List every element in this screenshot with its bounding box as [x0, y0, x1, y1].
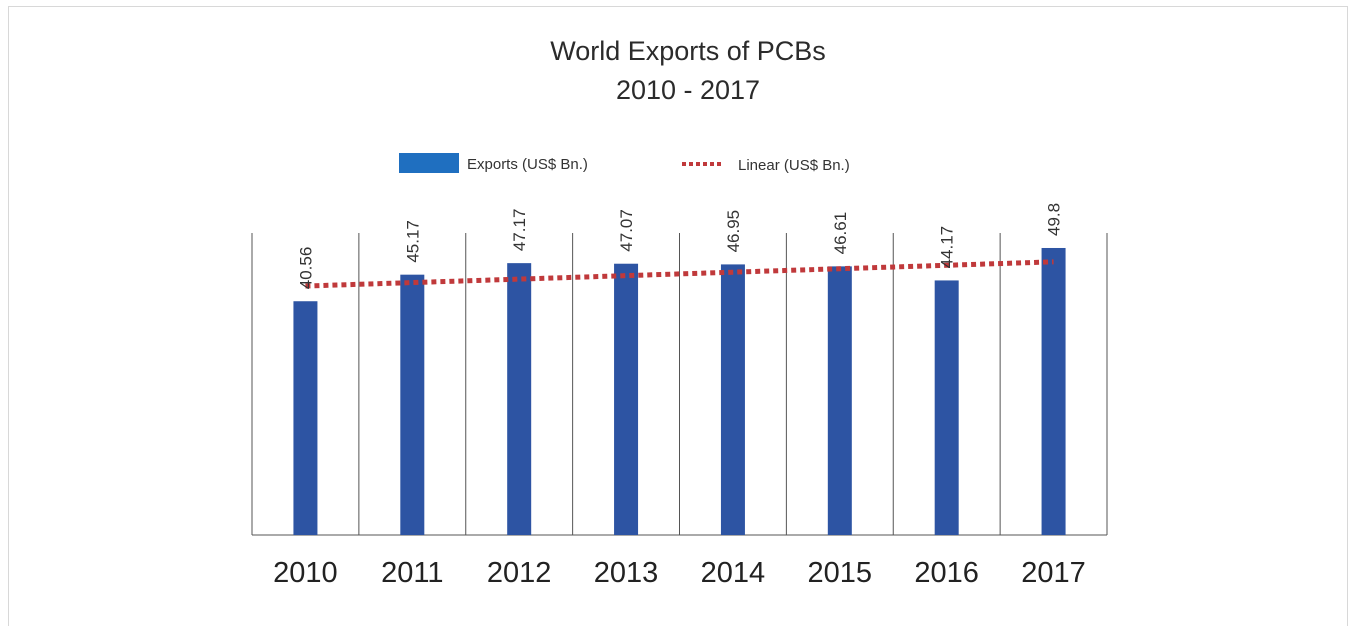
data-label-2011: 45.17 [403, 220, 422, 263]
bar-2013 [614, 263, 639, 535]
legend-bar-swatch [399, 153, 459, 173]
legend-exports-label: Exports (US$ Bn.) [467, 156, 588, 173]
bar-2017 [1041, 247, 1066, 535]
x-tick-2015: 2015 [808, 557, 873, 589]
chart-subtitle: 2010 - 2017 [616, 75, 760, 105]
bar-2010 [293, 301, 318, 535]
chart-title: World Exports of PCBs [550, 36, 826, 66]
exports-bar-chart: World Exports of PCBs 2010 - 2017 Export… [251, 36, 1108, 589]
bar-series [293, 247, 1066, 535]
legend: Exports (US$ Bn.) Linear (US$ Bn.) [399, 153, 850, 174]
data-label-2013: 47.07 [617, 209, 636, 252]
x-tick-2012: 2012 [487, 557, 552, 589]
legend-linear-label: Linear (US$ Bn.) [738, 157, 850, 174]
bar-2016 [934, 280, 959, 535]
bar-2014 [720, 264, 745, 535]
data-label-2010: 40.56 [296, 247, 315, 290]
data-label-2017: 49.8 [1045, 203, 1064, 236]
x-tick-2014: 2014 [701, 557, 766, 589]
chart-frame [8, 6, 1348, 626]
x-axis-ticks: 2010 2011 2012 2013 2014 2015 2016 2017 [273, 557, 1086, 589]
bar-2011 [400, 274, 425, 535]
data-label-2014: 46.95 [724, 210, 743, 253]
x-tick-2011: 2011 [381, 557, 443, 589]
data-label-2016: 44.17 [938, 226, 957, 269]
data-labels: 40.56 45.17 47.17 47.07 46.95 46.61 44.17 49.8 [296, 203, 1063, 289]
category-dividers [251, 233, 1108, 536]
data-label-2015: 46.61 [831, 212, 850, 255]
bar-2015 [827, 266, 852, 535]
x-tick-2010: 2010 [273, 557, 338, 589]
x-tick-2013: 2013 [594, 557, 659, 589]
x-tick-2017: 2017 [1021, 557, 1086, 589]
data-label-2012: 47.17 [510, 209, 529, 252]
x-tick-2016: 2016 [914, 557, 979, 589]
bar-2012 [507, 263, 532, 535]
trendline [305, 259, 1054, 289]
trendline-series [305, 259, 1054, 289]
